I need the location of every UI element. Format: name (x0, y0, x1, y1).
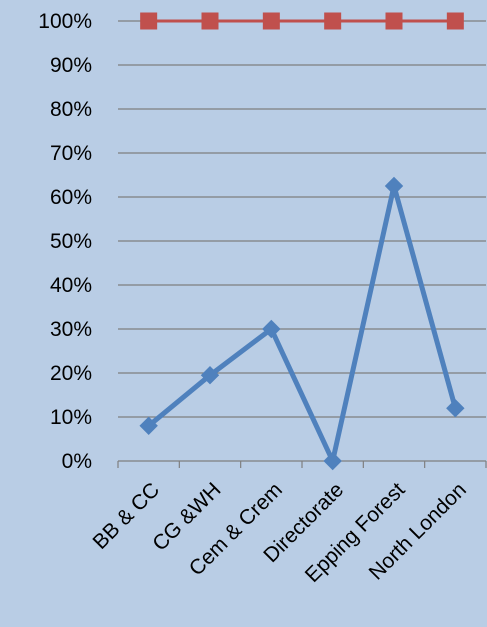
y-tick-label: 70% (50, 142, 92, 165)
data-point (384, 176, 404, 196)
series-line (147, 183, 458, 464)
y-tick-label: 30% (50, 318, 92, 341)
gridlines (118, 20, 486, 418)
data-point (201, 12, 219, 30)
data-point (323, 451, 342, 471)
x-axis (117, 460, 487, 468)
series-2 (140, 12, 464, 30)
data-point (262, 319, 281, 339)
data-point (446, 398, 465, 418)
data-point (385, 12, 403, 30)
y-tick-label: 100% (38, 10, 92, 33)
data-point (324, 12, 342, 30)
y-tick-label: 40% (50, 274, 92, 297)
series-1 (139, 176, 465, 471)
y-tick-label: 90% (50, 54, 92, 77)
y-tick-label: 80% (50, 98, 92, 121)
y-tick-label: 50% (50, 230, 92, 253)
y-tick-label: 60% (50, 186, 92, 209)
data-point (262, 12, 280, 30)
y-tick-label: 0% (62, 450, 92, 473)
data-point (446, 12, 464, 30)
data-point (139, 416, 158, 436)
y-tick-label: 20% (50, 362, 92, 385)
y-axis-tick-labels: 0% 10% 20% 30% 40% 50% 60% 70% 80% 90% 100% (38, 10, 92, 473)
data-point (140, 12, 158, 30)
data-point (200, 365, 220, 385)
y-tick-label: 10% (50, 406, 92, 429)
series-group (139, 12, 465, 471)
